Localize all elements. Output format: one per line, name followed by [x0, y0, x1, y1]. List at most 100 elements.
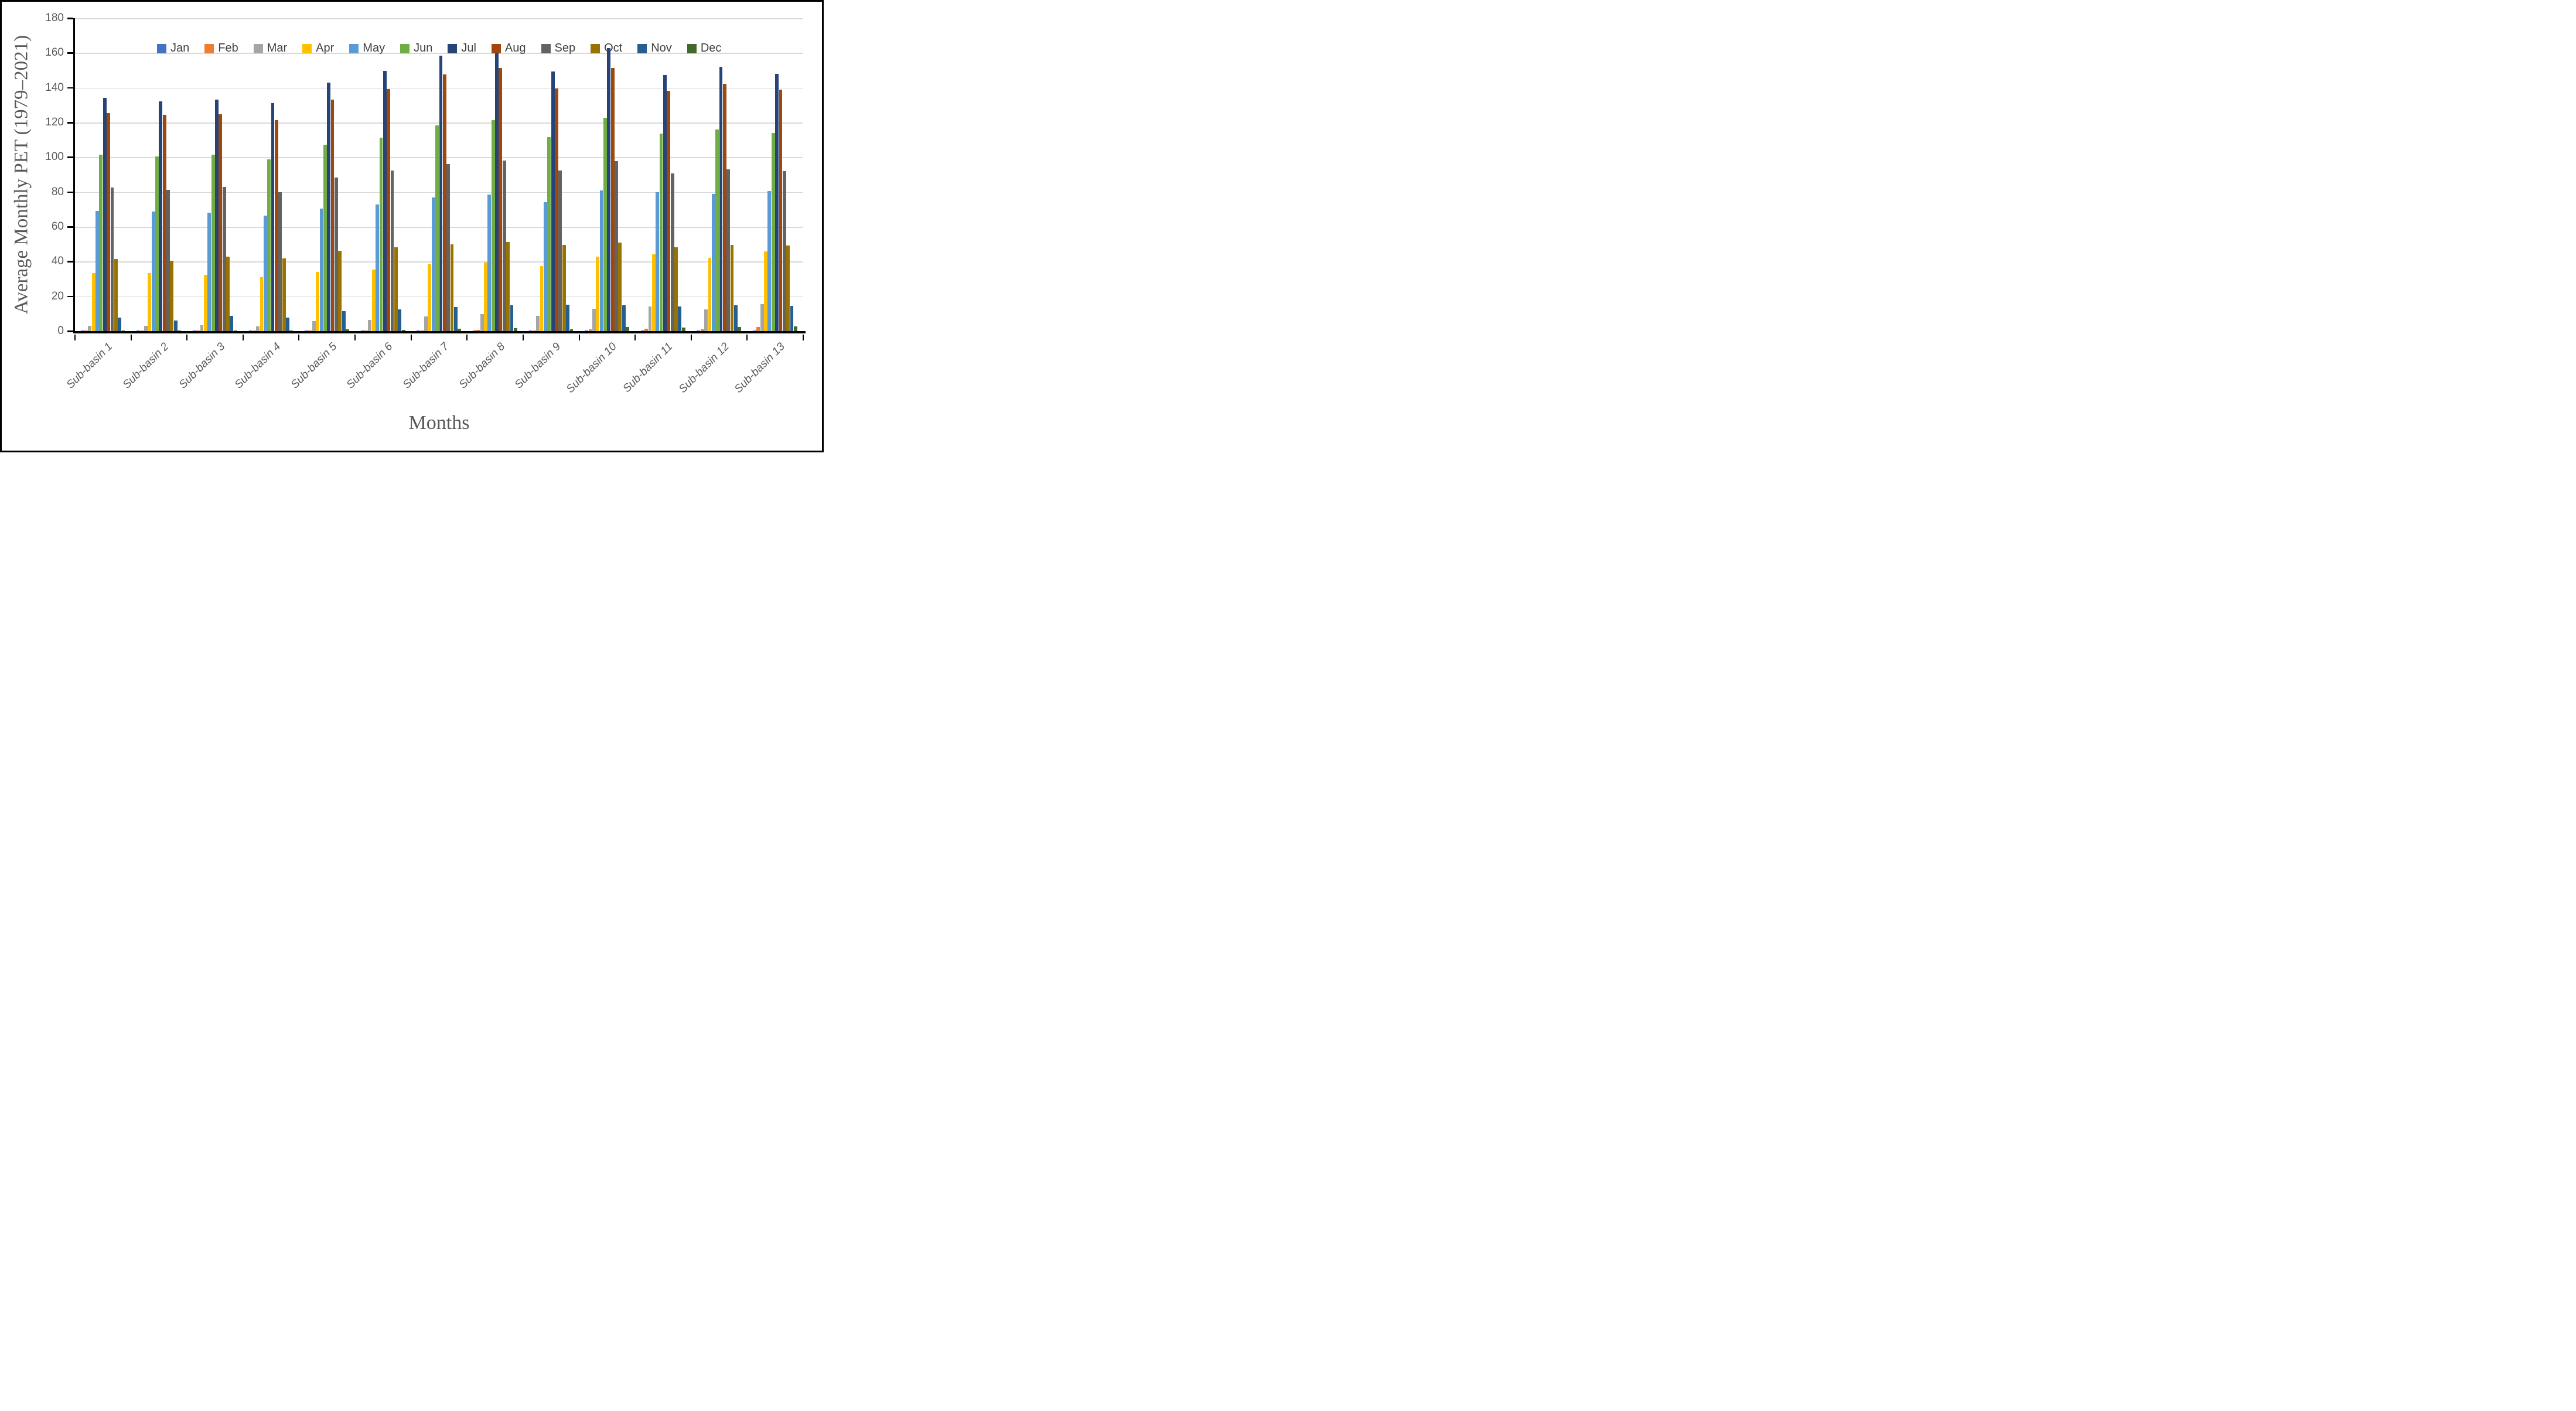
- bar-feb-sub-basin-11: [644, 328, 648, 331]
- bar-oct-sub-basin-5: [338, 250, 342, 331]
- bar-sep-sub-basin-5: [334, 178, 338, 331]
- bar-feb-sub-basin-3: [196, 330, 200, 331]
- bar-jan-sub-basin-13: [753, 330, 756, 331]
- legend-marker-jul: [448, 43, 458, 53]
- bar-jan-sub-basin-6: [360, 330, 364, 331]
- legend-item-aug: Aug: [491, 42, 526, 55]
- bar-mar-sub-basin-1: [88, 326, 92, 331]
- bar-sep-sub-basin-6: [390, 171, 394, 331]
- bar-may-sub-basin-5: [319, 208, 323, 331]
- bar-jul-sub-basin-9: [551, 71, 555, 331]
- bar-feb-sub-basin-9: [532, 330, 536, 331]
- legend-label: Dec: [700, 42, 722, 54]
- bar-dec-sub-basin-12: [738, 327, 742, 331]
- x-category-label: Sub-basin 9: [513, 340, 564, 391]
- legend-marker-may: [349, 43, 359, 53]
- legend-marker-nov: [637, 43, 647, 53]
- y-tick: [67, 87, 73, 89]
- bar-may-sub-basin-13: [767, 191, 772, 331]
- bar-nov-sub-basin-5: [342, 311, 346, 331]
- y-tick-label: 0: [57, 325, 64, 337]
- x-tick: [522, 335, 524, 340]
- x-axis-line: [73, 331, 806, 333]
- bar-jan-sub-basin-7: [417, 330, 421, 331]
- bar-nov-sub-basin-12: [734, 305, 738, 331]
- y-tick: [67, 226, 73, 228]
- x-category-label: Sub-basin 13: [732, 340, 788, 396]
- bar-oct-sub-basin-7: [450, 244, 454, 331]
- bar-apr-sub-basin-13: [764, 251, 767, 331]
- bar-aug-sub-basin-12: [722, 83, 726, 331]
- bar-dec-sub-basin-6: [401, 329, 405, 331]
- x-category-label: Sub-basin 11: [620, 340, 675, 396]
- legend-item-feb: Feb: [204, 42, 238, 55]
- bar-sep-sub-basin-9: [558, 171, 562, 331]
- legend-item-apr: Apr: [302, 42, 334, 55]
- bar-jul-sub-basin-6: [383, 71, 387, 331]
- bar-apr-sub-basin-5: [316, 272, 320, 331]
- bar-jun-sub-basin-10: [603, 117, 607, 331]
- bar-may-sub-basin-11: [656, 192, 660, 331]
- legend-item-oct: Oct: [591, 42, 622, 55]
- bar-oct-sub-basin-3: [226, 257, 230, 331]
- legend-label: Jun: [414, 42, 433, 54]
- bar-apr-sub-basin-11: [651, 254, 656, 331]
- bar-dec-sub-basin-2: [178, 330, 182, 331]
- x-tick: [803, 335, 804, 340]
- bar-sep-sub-basin-4: [278, 192, 282, 331]
- y-tick-label: 20: [51, 289, 64, 302]
- bar-apr-sub-basin-8: [484, 262, 487, 331]
- bar-jan-sub-basin-9: [528, 330, 533, 331]
- bar-jul-sub-basin-12: [719, 67, 723, 331]
- bar-jul-sub-basin-3: [215, 99, 219, 331]
- bar-jul-sub-basin-13: [775, 74, 779, 331]
- x-axis-title: Months: [408, 412, 470, 434]
- bar-nov-sub-basin-3: [230, 315, 234, 331]
- bar-jan-sub-basin-12: [697, 330, 701, 331]
- bar-nov-sub-basin-8: [510, 305, 514, 331]
- bar-nov-sub-basin-11: [678, 306, 682, 331]
- bar-mar-sub-basin-13: [760, 304, 764, 331]
- bar-mar-sub-basin-2: [144, 326, 148, 331]
- bar-sep-sub-basin-12: [726, 169, 731, 331]
- bar-jul-sub-basin-8: [495, 48, 499, 331]
- bar-jan-sub-basin-4: [248, 330, 253, 331]
- bar-apr-sub-basin-12: [708, 257, 712, 331]
- legend: Jan Feb Mar Apr May Jun Jul Aug Sep Oct Nov Dec: [157, 42, 721, 55]
- plot-area: Jan Feb Mar Apr May Jun Jul Aug Sep Oct Nov Dec: [75, 18, 803, 331]
- bar-aug-sub-basin-9: [555, 88, 558, 331]
- legend-marker-feb: [204, 43, 214, 53]
- bar-jul-sub-basin-2: [159, 101, 163, 331]
- bar-mar-sub-basin-12: [704, 309, 708, 331]
- legend-item-may: May: [349, 42, 385, 55]
- bar-mar-sub-basin-7: [424, 316, 428, 331]
- legend-item-mar: Mar: [253, 42, 288, 55]
- bar-may-sub-basin-8: [487, 195, 492, 331]
- legend-label: Oct: [604, 42, 623, 54]
- legend-label: Aug: [504, 42, 526, 54]
- bar-jun-sub-basin-7: [435, 125, 439, 331]
- bar-jun-sub-basin-3: [211, 155, 215, 331]
- bar-may-sub-basin-3: [207, 213, 211, 331]
- bar-aug-sub-basin-3: [219, 114, 223, 331]
- legend-label: Jan: [170, 42, 190, 54]
- y-tick: [67, 122, 73, 124]
- bar-jul-sub-basin-7: [439, 55, 443, 331]
- legend-marker-sep: [541, 43, 551, 53]
- y-tick: [67, 261, 73, 263]
- x-category-label: Sub-basin 6: [344, 340, 395, 391]
- x-tick: [354, 335, 356, 340]
- y-tick: [67, 18, 73, 19]
- bar-jan-sub-basin-5: [305, 330, 308, 331]
- bar-jul-sub-basin-5: [327, 83, 331, 331]
- legend-label: Jul: [461, 42, 476, 54]
- x-tick: [578, 335, 580, 340]
- legend-label: Mar: [267, 42, 288, 54]
- gridline: [75, 18, 803, 19]
- bar-jun-sub-basin-5: [323, 144, 327, 331]
- bar-dec-sub-basin-4: [289, 330, 294, 331]
- bar-apr-sub-basin-7: [428, 264, 432, 331]
- bar-nov-sub-basin-9: [566, 304, 569, 331]
- y-tick: [67, 295, 73, 298]
- bar-jun-sub-basin-6: [379, 138, 383, 331]
